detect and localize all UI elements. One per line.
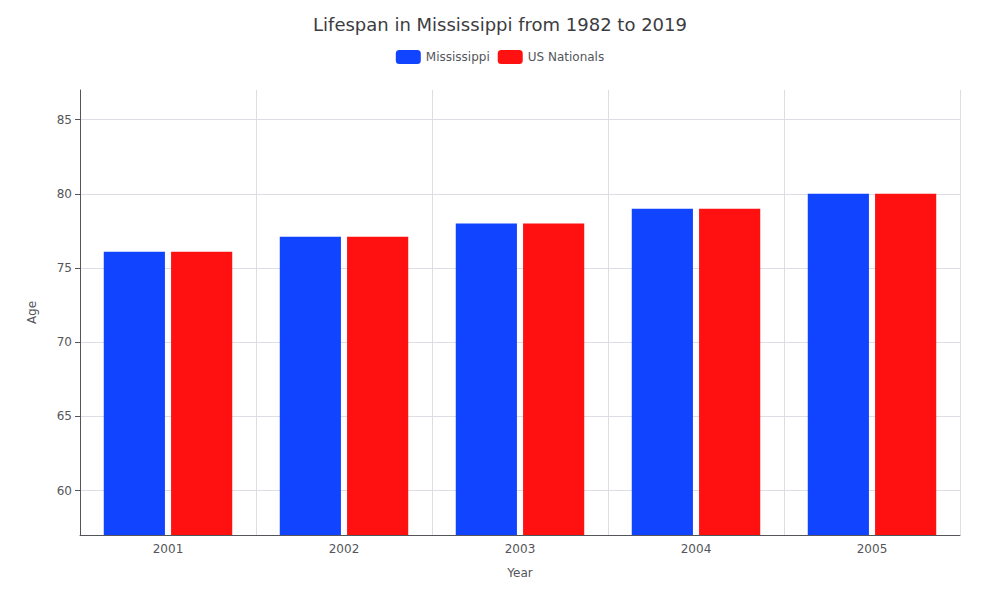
svg-text:85: 85 <box>57 113 72 127</box>
svg-text:2001: 2001 <box>153 542 184 556</box>
svg-text:2002: 2002 <box>329 542 360 556</box>
svg-text:2005: 2005 <box>857 542 888 556</box>
svg-text:Lifespan in Mississippi from 1: Lifespan in Mississippi from 1982 to 201… <box>313 14 687 35</box>
svg-text:65: 65 <box>57 409 72 423</box>
svg-text:70: 70 <box>57 335 72 349</box>
svg-text:80: 80 <box>57 187 72 201</box>
svg-text:Mississippi: Mississippi <box>426 50 490 64</box>
svg-text:Year: Year <box>506 566 532 580</box>
svg-text:US Nationals: US Nationals <box>528 50 604 64</box>
svg-text:60: 60 <box>57 484 72 498</box>
svg-text:2003: 2003 <box>505 542 536 556</box>
svg-text:75: 75 <box>57 261 72 275</box>
svg-text:Age: Age <box>25 301 39 324</box>
svg-text:2004: 2004 <box>681 542 712 556</box>
